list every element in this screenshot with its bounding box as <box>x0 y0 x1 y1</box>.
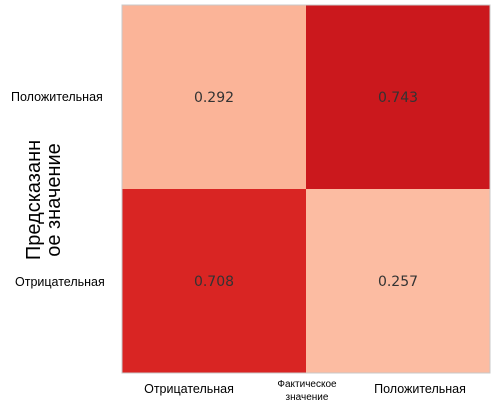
x-axis-ticks: Отрицательная Положительная <box>144 382 466 396</box>
plot-frame <box>121 4 491 374</box>
y-axis-label-line-1: Предсказанн <box>23 140 45 260</box>
cell-value-label-pred-positive-actual-positive: 0.743 <box>378 90 418 106</box>
x-axis-label-line-1: Фактическое <box>277 379 337 390</box>
heatmap-cells <box>122 5 490 373</box>
y-axis-ticks: Положительная Отрицательная <box>11 90 105 289</box>
y-tick-label-positive: Положительная <box>11 90 103 104</box>
heatmap-labels: 0.292 0.743 0.708 0.257 <box>194 90 418 290</box>
heatmap-cell-pred-negative-actual-positive <box>306 189 490 373</box>
cell-value-label-pred-positive-actual-negative: 0.292 <box>194 90 234 106</box>
cell-value-label-pred-negative-actual-negative: 0.708 <box>194 274 234 290</box>
y-axis-label-line-2: ое значение <box>43 143 65 257</box>
x-axis-label: Фактическое значение <box>277 379 337 403</box>
x-tick-label-negative: Отрицательная <box>144 382 234 396</box>
x-axis-label-line-2: значение <box>286 392 329 403</box>
heatmap-cell-pred-positive-actual-positive <box>306 5 490 189</box>
cell-value-label-pred-negative-actual-positive: 0.257 <box>378 274 418 290</box>
heatmap-cell-pred-positive-actual-negative <box>122 5 306 189</box>
y-axis-label: Предсказанн ое значение <box>23 140 65 260</box>
y-tick-label-negative: Отрицательная <box>15 275 105 289</box>
x-tick-label-positive: Положительная <box>374 382 466 396</box>
heatmap-cell-pred-negative-actual-negative <box>122 189 306 373</box>
